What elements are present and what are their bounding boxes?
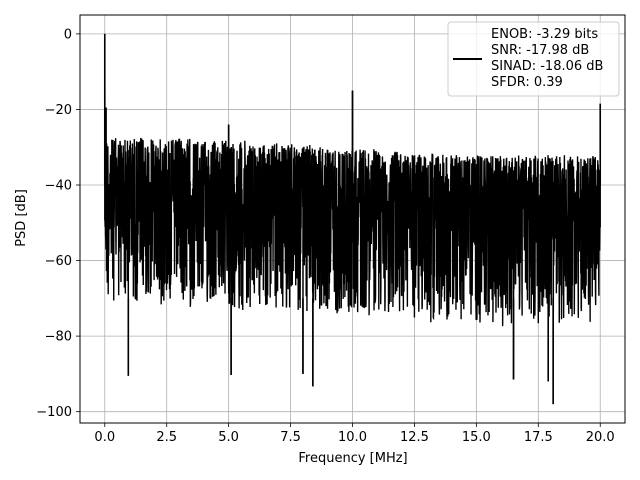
data-layer <box>103 33 602 405</box>
y-tick-label: −60 <box>45 254 72 269</box>
y-axis-label: PSD [dB] <box>14 189 29 247</box>
x-axis-label: Frequency [MHz] <box>298 451 407 466</box>
plot-frame <box>79 14 626 424</box>
legend-box <box>447 21 620 97</box>
x-tick-label: 10.0 <box>338 430 367 445</box>
x-tick-label: 2.5 <box>156 430 177 445</box>
x-axis-ticks: 0.0 2.5 5.0 7.5 10.0 12.5 15.0 17.5 20.0 <box>94 423 615 445</box>
legend-enob: ENOB: -3.29 bits <box>491 27 598 42</box>
legend-sinad: SINAD: -18.06 dB <box>491 59 603 74</box>
y-tick-label: −100 <box>36 405 72 420</box>
x-tick-label: 5.0 <box>218 430 239 445</box>
x-tick-label: 17.5 <box>524 430 553 445</box>
legend: ENOB: -3.29 bits SNR: -17.98 dB SINAD: -… <box>447 21 620 97</box>
y-tick-label: −80 <box>45 330 72 345</box>
x-tick-label: 7.5 <box>280 430 301 445</box>
x-tick-label: 20.0 <box>586 430 615 445</box>
y-tick-label: 0 <box>64 27 72 42</box>
y-tick-label: −20 <box>45 103 72 118</box>
y-tick-label: −40 <box>45 179 72 194</box>
legend-sfdr: SFDR: 0.39 <box>491 75 563 90</box>
legend-snr: SNR: -17.98 dB <box>491 43 589 58</box>
y-axis-ticks: 0 −20 −40 −60 −80 −100 <box>36 27 80 420</box>
psd-trace <box>104 33 601 405</box>
x-tick-label: 0.0 <box>94 430 115 445</box>
x-tick-label: 15.0 <box>462 430 491 445</box>
x-tick-label: 12.5 <box>400 430 429 445</box>
